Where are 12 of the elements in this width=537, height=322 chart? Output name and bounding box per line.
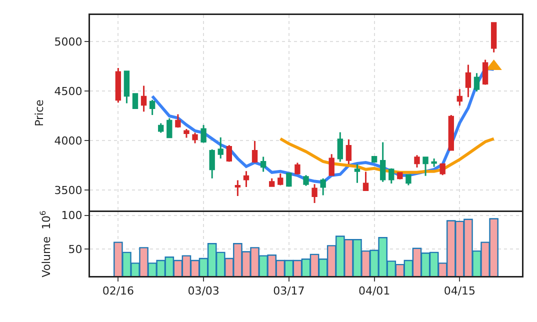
y-tick-label: 4000	[54, 134, 82, 148]
y-tick-label: 3500	[54, 184, 82, 198]
y-tick-label: 100	[61, 209, 82, 222]
y-tick-label: 50	[68, 242, 82, 256]
x-tick-label: 04/01	[358, 284, 390, 298]
y-tick-label: 5000	[54, 36, 82, 49]
x-tick-label: 04/15	[444, 284, 476, 298]
x-tick-label: 03/03	[188, 284, 220, 298]
x-tick-label: 02/16	[102, 284, 134, 298]
y-axis-title: Price	[33, 99, 46, 126]
x-tick-label: 03/17	[273, 284, 305, 298]
y-tick-label: 4500	[54, 85, 82, 98]
